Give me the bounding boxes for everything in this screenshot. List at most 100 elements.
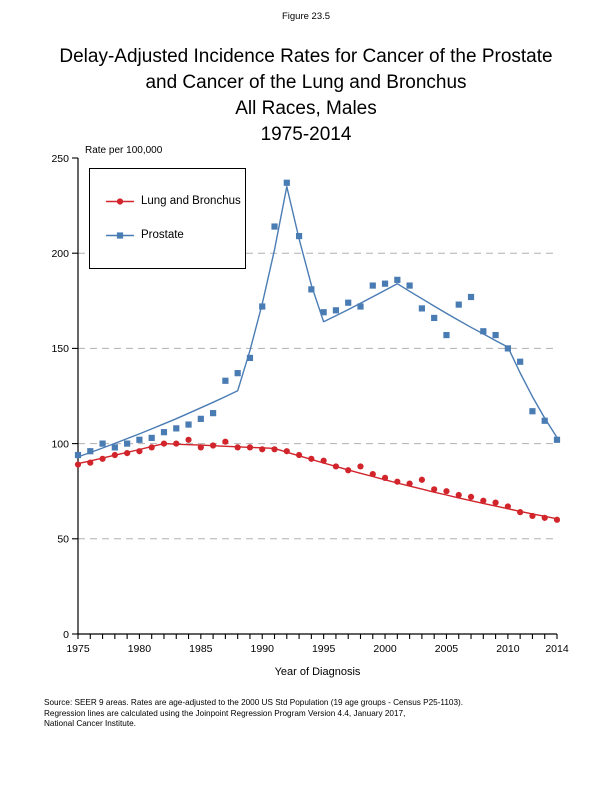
prostate-point-1994 <box>308 286 315 293</box>
lung-point-1992 <box>283 448 290 455</box>
lung-point-1978 <box>111 451 118 459</box>
lung-point-1990 <box>259 446 266 453</box>
prostate-point-1981 <box>148 434 155 441</box>
x-axis-title: Year of Diagnosis <box>274 666 361 678</box>
lung-point-1977 <box>99 455 106 462</box>
chart-title-line-1: Delay-Adjusted Incidence Rates for Cance… <box>59 46 553 67</box>
lung-point-1980 <box>136 448 143 455</box>
prostate-point-1995 <box>320 309 327 316</box>
lung-point-1998 <box>357 463 364 470</box>
y-tick-label-50: 50 <box>57 534 69 546</box>
lung-point-2003 <box>418 476 425 483</box>
prostate-point-1996 <box>332 307 340 314</box>
lung-point-1994 <box>308 455 315 462</box>
x-tick-label-2005: 2005 <box>435 643 459 655</box>
chart-title-line-4: 1975-2014 <box>260 124 352 145</box>
prostate-point-1992 <box>283 179 290 186</box>
prostate-point-2012 <box>529 408 536 415</box>
prostate-point-2011 <box>517 358 524 365</box>
y-tick-label-250: 250 <box>51 153 69 165</box>
lung-point-2007 <box>467 493 475 501</box>
lung-point-1995 <box>320 457 327 464</box>
prostate-point-2004 <box>431 314 438 322</box>
x-tick-label-1985: 1985 <box>189 643 213 655</box>
prostate-point-1975 <box>74 451 82 459</box>
prostate-point-1978 <box>111 444 118 451</box>
chart-title: Delay-Adjusted Incidence Rates for Cance… <box>0 44 612 148</box>
lung-point-1999 <box>369 470 376 478</box>
lung-point-1993 <box>295 451 303 459</box>
lung-point-1986 <box>210 442 217 449</box>
x-tick-label-2000: 2000 <box>373 643 397 655</box>
lung-point-1979 <box>124 450 131 457</box>
lung-trend-line <box>77 442 558 520</box>
prostate-point-2010 <box>504 345 511 352</box>
prostate-point-2003 <box>418 305 425 312</box>
prostate-point-1985 <box>197 415 204 422</box>
legend-circle-marker <box>116 197 124 205</box>
chart-legend: Lung and Bronchus Prostate <box>89 168 246 269</box>
lung-point-1982 <box>160 440 168 447</box>
prostate-trend-line <box>77 185 558 458</box>
lung-point-2014 <box>553 516 561 523</box>
prostate-point-2002 <box>406 282 413 289</box>
legend-square-marker <box>116 231 124 239</box>
prostate-point-1987 <box>222 377 229 384</box>
lung-point-2002 <box>406 480 413 487</box>
lung-point-2004 <box>431 486 438 493</box>
prostate-point-1998 <box>357 303 364 310</box>
prostate-point-1997 <box>345 299 352 306</box>
lung-point-1996 <box>332 463 340 470</box>
prostate-point-1976 <box>87 448 94 455</box>
lung-point-1976 <box>87 459 94 466</box>
lung-point-1981 <box>148 444 155 451</box>
lung-point-1975 <box>74 461 82 468</box>
prostate-line-marker-icon <box>106 231 134 239</box>
prostate-point-2009 <box>492 331 499 339</box>
source-note-line-2: Regression lines are calculated using th… <box>44 708 406 718</box>
prostate-point-1989 <box>246 354 254 362</box>
lung-point-1987 <box>222 438 229 445</box>
x-tick-label-1990: 1990 <box>251 643 275 655</box>
prostate-point-2007 <box>467 293 475 301</box>
y-tick-label-100: 100 <box>51 438 69 450</box>
x-tick-label-2014: 2014 <box>545 643 569 655</box>
chart-title-line-2: and Cancer of the Lung and Bronchus <box>145 72 467 93</box>
prostate-point-1988 <box>234 370 241 377</box>
legend-label-lung: Lung and Bronchus <box>141 195 241 207</box>
y-tick-label-200: 200 <box>51 248 69 260</box>
source-note: Source: SEER 9 areas. Rates are age-adju… <box>44 698 584 730</box>
lung-point-2006 <box>455 491 462 499</box>
prostate-point-2001 <box>394 276 401 283</box>
lung-point-1997 <box>345 467 352 474</box>
prostate-point-1993 <box>295 232 303 240</box>
y-tick-label-150: 150 <box>51 343 69 355</box>
lung-point-1985 <box>197 444 204 451</box>
lung-point-1988 <box>234 444 241 451</box>
prostate-point-2014 <box>553 436 561 443</box>
prostate-point-1983 <box>173 425 180 432</box>
chart-title-line-3: All Races, Males <box>235 98 377 119</box>
y-tick-label-0: 0 <box>63 629 69 641</box>
lung-point-2008 <box>480 497 487 504</box>
y-axis-unit-label: Rate per 100,000 <box>85 145 163 156</box>
lung-point-2009 <box>492 499 499 506</box>
lung-point-2005 <box>443 488 450 495</box>
lung-point-1991 <box>271 446 278 453</box>
prostate-point-1999 <box>369 282 376 289</box>
x-tick-label-1980: 1980 <box>128 643 152 655</box>
prostate-point-2005 <box>443 331 450 339</box>
prostate-point-2000 <box>381 280 389 287</box>
prostate-point-1986 <box>210 410 217 417</box>
lung-point-2011 <box>517 509 524 516</box>
prostate-point-2013 <box>541 417 548 424</box>
legend-item-lung: Lung and Bronchus <box>105 195 241 207</box>
source-note-line-1: Source: SEER 9 areas. Rates are age-adju… <box>44 698 464 707</box>
prostate-point-1991 <box>271 223 278 230</box>
lung-point-1989 <box>246 444 254 451</box>
legend-item-prostate: Prostate <box>105 229 184 241</box>
figure-label: Figure 23.5 <box>281 11 331 22</box>
prostate-point-1979 <box>124 440 131 447</box>
